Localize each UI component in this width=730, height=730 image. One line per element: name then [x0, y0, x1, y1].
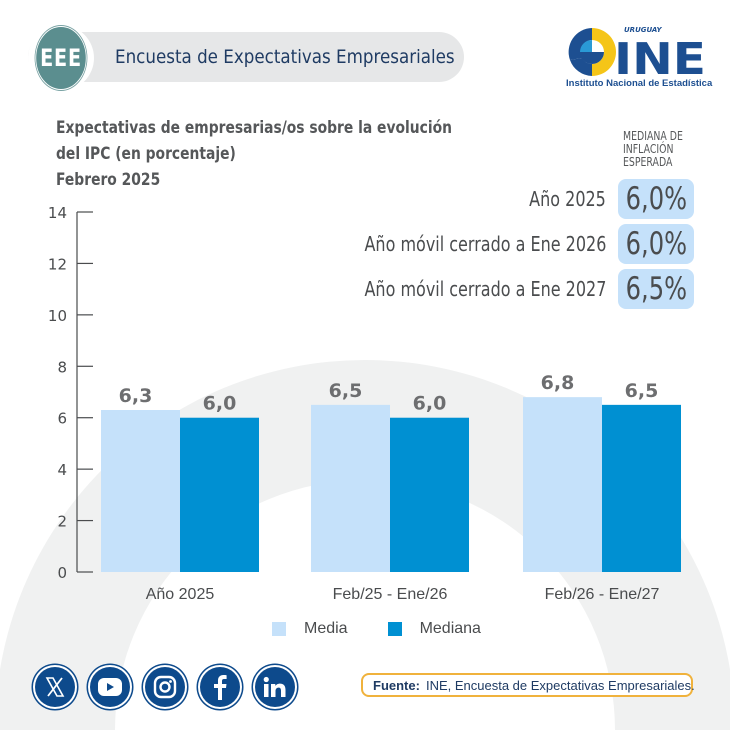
linkedin-link[interactable]	[253, 665, 297, 709]
median-row: Año móvil cerrado a Ene 2027 6,5%	[0, 269, 730, 309]
y-tick-label: 6	[57, 410, 67, 428]
median-row-value: 6,5%	[625, 271, 687, 307]
chart-title-line-2: del IPC (en porcentaje)	[56, 144, 236, 163]
source-label: Fuente:	[373, 677, 420, 693]
median-header-line-1: MEDIANA DE	[623, 129, 683, 143]
ine-globe-icon	[568, 28, 616, 76]
median-row-value: 6,0%	[625, 181, 687, 217]
bar-mediana	[602, 404, 681, 572]
header-banner	[28, 32, 464, 82]
logo-country: URUGUAY	[624, 26, 662, 34]
bar-mediana	[180, 417, 259, 572]
median-value-box: 6,0%	[618, 224, 694, 264]
source-note: Fuente: INE, Encuesta de Expectativas Em…	[361, 673, 695, 697]
facebook-icon	[200, 667, 240, 707]
y-tick-label: 12	[48, 255, 67, 273]
median-row-label: Año móvil cerrado a Ene 2026	[364, 232, 606, 256]
logo-acronym: INE	[614, 34, 706, 85]
x-category-label: Feb/25 - Ene/26	[333, 586, 448, 603]
median-value-box: 6,0%	[618, 179, 694, 219]
bar-media	[311, 404, 390, 572]
median-value-box: 6,5%	[618, 269, 694, 309]
chart-title-line-3: Febrero 2025	[56, 170, 161, 189]
median-row-label: Año 2025	[529, 187, 606, 211]
social-links	[33, 665, 308, 709]
linkedin-icon	[255, 667, 295, 707]
y-tick-label: 10	[48, 307, 67, 325]
median-row: Año móvil cerrado a Ene 2026 6,0%	[0, 224, 730, 264]
source-text: INE, Encuesta de Expectativas Empresaria…	[425, 677, 695, 693]
x-category-label: Feb/26 - Ene/27	[545, 586, 660, 603]
bar-value-label: 6,3	[119, 385, 153, 407]
bar-value-label: 6,5	[329, 380, 363, 402]
legend-swatch-mediana	[387, 622, 402, 636]
y-tick-label: 0	[57, 564, 67, 582]
legend-swatch-media	[272, 622, 286, 636]
youtube-icon	[90, 667, 130, 707]
x-link[interactable]	[33, 665, 77, 709]
chart-title-line-1: Expectativas de empresarias/os sobre la …	[56, 118, 452, 137]
median-header-line-3: ESPERADA	[623, 155, 673, 169]
legend-label-media: Media	[304, 620, 348, 637]
instagram-link[interactable]	[143, 665, 187, 709]
legend-label-mediana: Mediana	[419, 620, 481, 637]
eee-badge: EEE	[28, 25, 94, 91]
median-header-line-2: INFLACIÓN	[623, 142, 674, 156]
bar-value-label: 6,5	[625, 380, 659, 402]
y-tick-label: 2	[57, 513, 67, 531]
y-tick-label: 4	[57, 461, 67, 479]
y-tick-label: 8	[57, 358, 67, 376]
median-panel-header: MEDIANA DE INFLACIÓN ESPERADA	[623, 130, 683, 169]
chart-title: Expectativas de empresarias/os sobre la …	[56, 115, 452, 193]
bar-value-label: 6,0	[413, 393, 447, 415]
bar-media	[101, 410, 180, 572]
eee-badge-text: EEE	[36, 27, 86, 89]
facebook-link[interactable]	[198, 665, 242, 709]
instagram-icon	[145, 667, 185, 707]
median-row-value: 6,0%	[625, 226, 687, 262]
x-category-label: Año 2025	[146, 586, 215, 603]
bar-media	[523, 397, 602, 572]
median-row-label: Año móvil cerrado a Ene 2027	[364, 277, 606, 301]
bar-value-label: 6,0	[203, 393, 237, 415]
logo-caption: Instituto Nacional de Estadística	[566, 78, 713, 89]
header-title: Encuesta de Expectativas Empresariales	[115, 46, 455, 68]
x-icon	[35, 667, 75, 707]
bar-mediana	[390, 417, 469, 572]
chart-legend: Media Mediana	[272, 620, 521, 638]
median-row: Año 2025 6,0%	[0, 179, 730, 219]
y-tick-label: 14	[48, 204, 67, 222]
bar-value-label: 6,8	[541, 372, 575, 394]
youtube-link[interactable]	[88, 665, 132, 709]
ine-logo: URUGUAY INE	[568, 26, 706, 85]
